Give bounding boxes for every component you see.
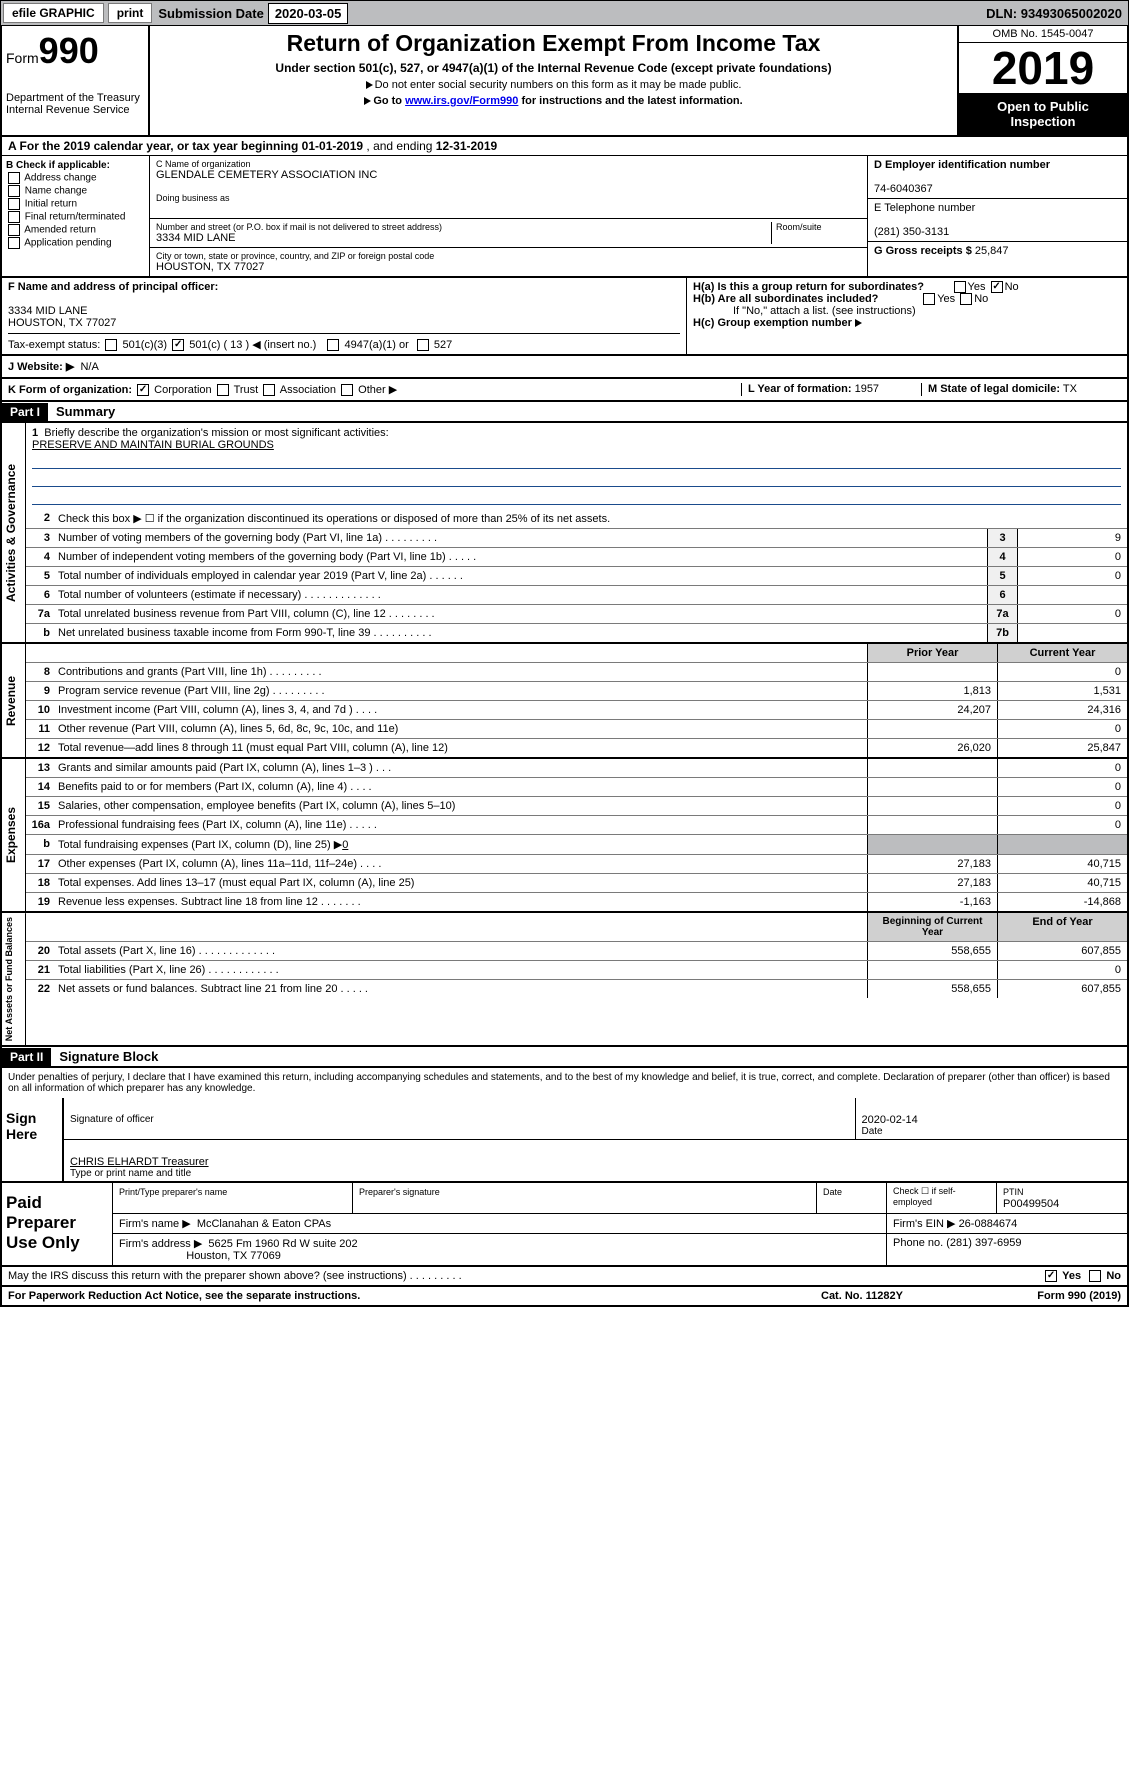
rev-side-label: Revenue — [2, 644, 26, 757]
taxexempt-label: Tax-exempt status: — [8, 339, 100, 351]
org-name-label: C Name of organization — [156, 159, 861, 169]
paid-preparer-label: Paid Preparer Use Only — [2, 1183, 112, 1265]
tel-value: (281) 350-3131 — [874, 226, 949, 238]
gross-label: G Gross receipts $ — [874, 245, 972, 257]
form-number: Form990 — [6, 30, 144, 72]
gov-side-label: Activities & Governance — [2, 423, 26, 642]
pra-footer: For Paperwork Reduction Act Notice, see … — [0, 1287, 1129, 1307]
hc-label: H(c) Group exemption number — [693, 317, 852, 329]
501c-checkbox[interactable] — [172, 339, 184, 351]
paid-preparer: Paid Preparer Use Only Print/Type prepar… — [0, 1183, 1129, 1267]
ein-value: 74-6040367 — [874, 183, 933, 195]
ha-label: H(a) Is this a group return for subordin… — [693, 281, 924, 293]
entity-block: B Check if applicable: Address change Na… — [0, 156, 1129, 278]
expenses-section: Expenses 13Grants and similar amounts pa… — [0, 759, 1129, 913]
check-column: B Check if applicable: Address change Na… — [2, 156, 150, 276]
website-row: J Website: ▶ N/A — [0, 356, 1129, 379]
hb-note: If "No," attach a list. (see instruction… — [693, 305, 1121, 317]
form-org-row: K Form of organization: Corporation Trus… — [0, 379, 1129, 402]
tel-label: E Telephone number — [874, 202, 975, 214]
tax-year: 2019 — [959, 43, 1127, 93]
subdate-label: Submission Date — [158, 6, 263, 21]
print-button[interactable]: print — [108, 3, 153, 23]
triangle-icon — [364, 97, 371, 105]
net-side-label: Net Assets or Fund Balances — [2, 913, 26, 1045]
tax-period: A For the 2019 calendar year, or tax yea… — [0, 137, 1129, 156]
ha-no-checkbox[interactable] — [991, 281, 1003, 293]
org-city: HOUSTON, TX 77027 — [156, 261, 861, 273]
form-subtitle: Under section 501(c), 527, or 4947(a)(1)… — [158, 61, 949, 75]
discuss-footer: May the IRS discuss this return with the… — [0, 1267, 1129, 1287]
omb-number: OMB No. 1545-0047 — [959, 26, 1127, 43]
open-public: Open to Public Inspection — [959, 93, 1127, 135]
top-bar: efile GRAPHIC print Submission Date 2020… — [0, 0, 1129, 26]
triangle-icon — [366, 81, 373, 89]
sign-here-label: Sign Here — [2, 1098, 62, 1181]
form-title: Return of Organization Exempt From Incom… — [158, 30, 949, 57]
org-address: 3334 MID LANE — [156, 232, 771, 244]
corp-checkbox[interactable] — [137, 384, 149, 396]
discuss-yes-checkbox[interactable] — [1045, 1270, 1057, 1282]
addr-label: Number and street (or P.O. box if mail i… — [156, 222, 771, 232]
submission-date: 2020-03-05 — [268, 3, 349, 24]
revenue-section: Revenue Prior YearCurrent Year 8Contribu… — [0, 644, 1129, 759]
signature-block: Under penalties of perjury, I declare th… — [0, 1068, 1129, 1183]
perjury-declaration: Under penalties of perjury, I declare th… — [2, 1068, 1127, 1098]
ein-label: D Employer identification number — [874, 159, 1050, 171]
ssn-note: Do not enter social security numbers on … — [158, 79, 949, 91]
part2-header: Part IISignature Block — [0, 1047, 1129, 1068]
dba-label: Doing business as — [156, 193, 861, 203]
form-header: Form990 Department of the Treasury Inter… — [0, 26, 1129, 137]
officer-addr2: HOUSTON, TX 77027 — [8, 317, 680, 329]
netassets-section: Net Assets or Fund Balances Beginning of… — [0, 913, 1129, 1047]
officer-label: F Name and address of principal officer: — [8, 281, 218, 293]
goto-note: Go to www.irs.gov/Form990 for instructio… — [158, 95, 949, 107]
exp-side-label: Expenses — [2, 759, 26, 911]
officer-group-row: F Name and address of principal officer:… — [0, 278, 1129, 356]
room-label: Room/suite — [776, 222, 861, 232]
org-name: GLENDALE CEMETERY ASSOCIATION INC — [156, 169, 861, 181]
efile-button[interactable]: efile GRAPHIC — [3, 3, 104, 23]
irs-link[interactable]: www.irs.gov/Form990 — [405, 95, 518, 107]
dln: DLN: 93493065002020 — [980, 4, 1128, 23]
city-label: City or town, state or province, country… — [156, 251, 861, 261]
part1-header: Part ISummary — [0, 402, 1129, 423]
dept-treasury: Department of the Treasury Internal Reve… — [6, 92, 144, 116]
officer-addr1: 3334 MID LANE — [8, 305, 680, 317]
hb-label: H(b) Are all subordinates included? — [693, 293, 878, 305]
mission-text: PRESERVE AND MAINTAIN BURIAL GROUNDS — [32, 439, 1121, 451]
activities-governance: Activities & Governance 1 Briefly descri… — [0, 423, 1129, 644]
gross-value: 25,847 — [975, 245, 1009, 257]
